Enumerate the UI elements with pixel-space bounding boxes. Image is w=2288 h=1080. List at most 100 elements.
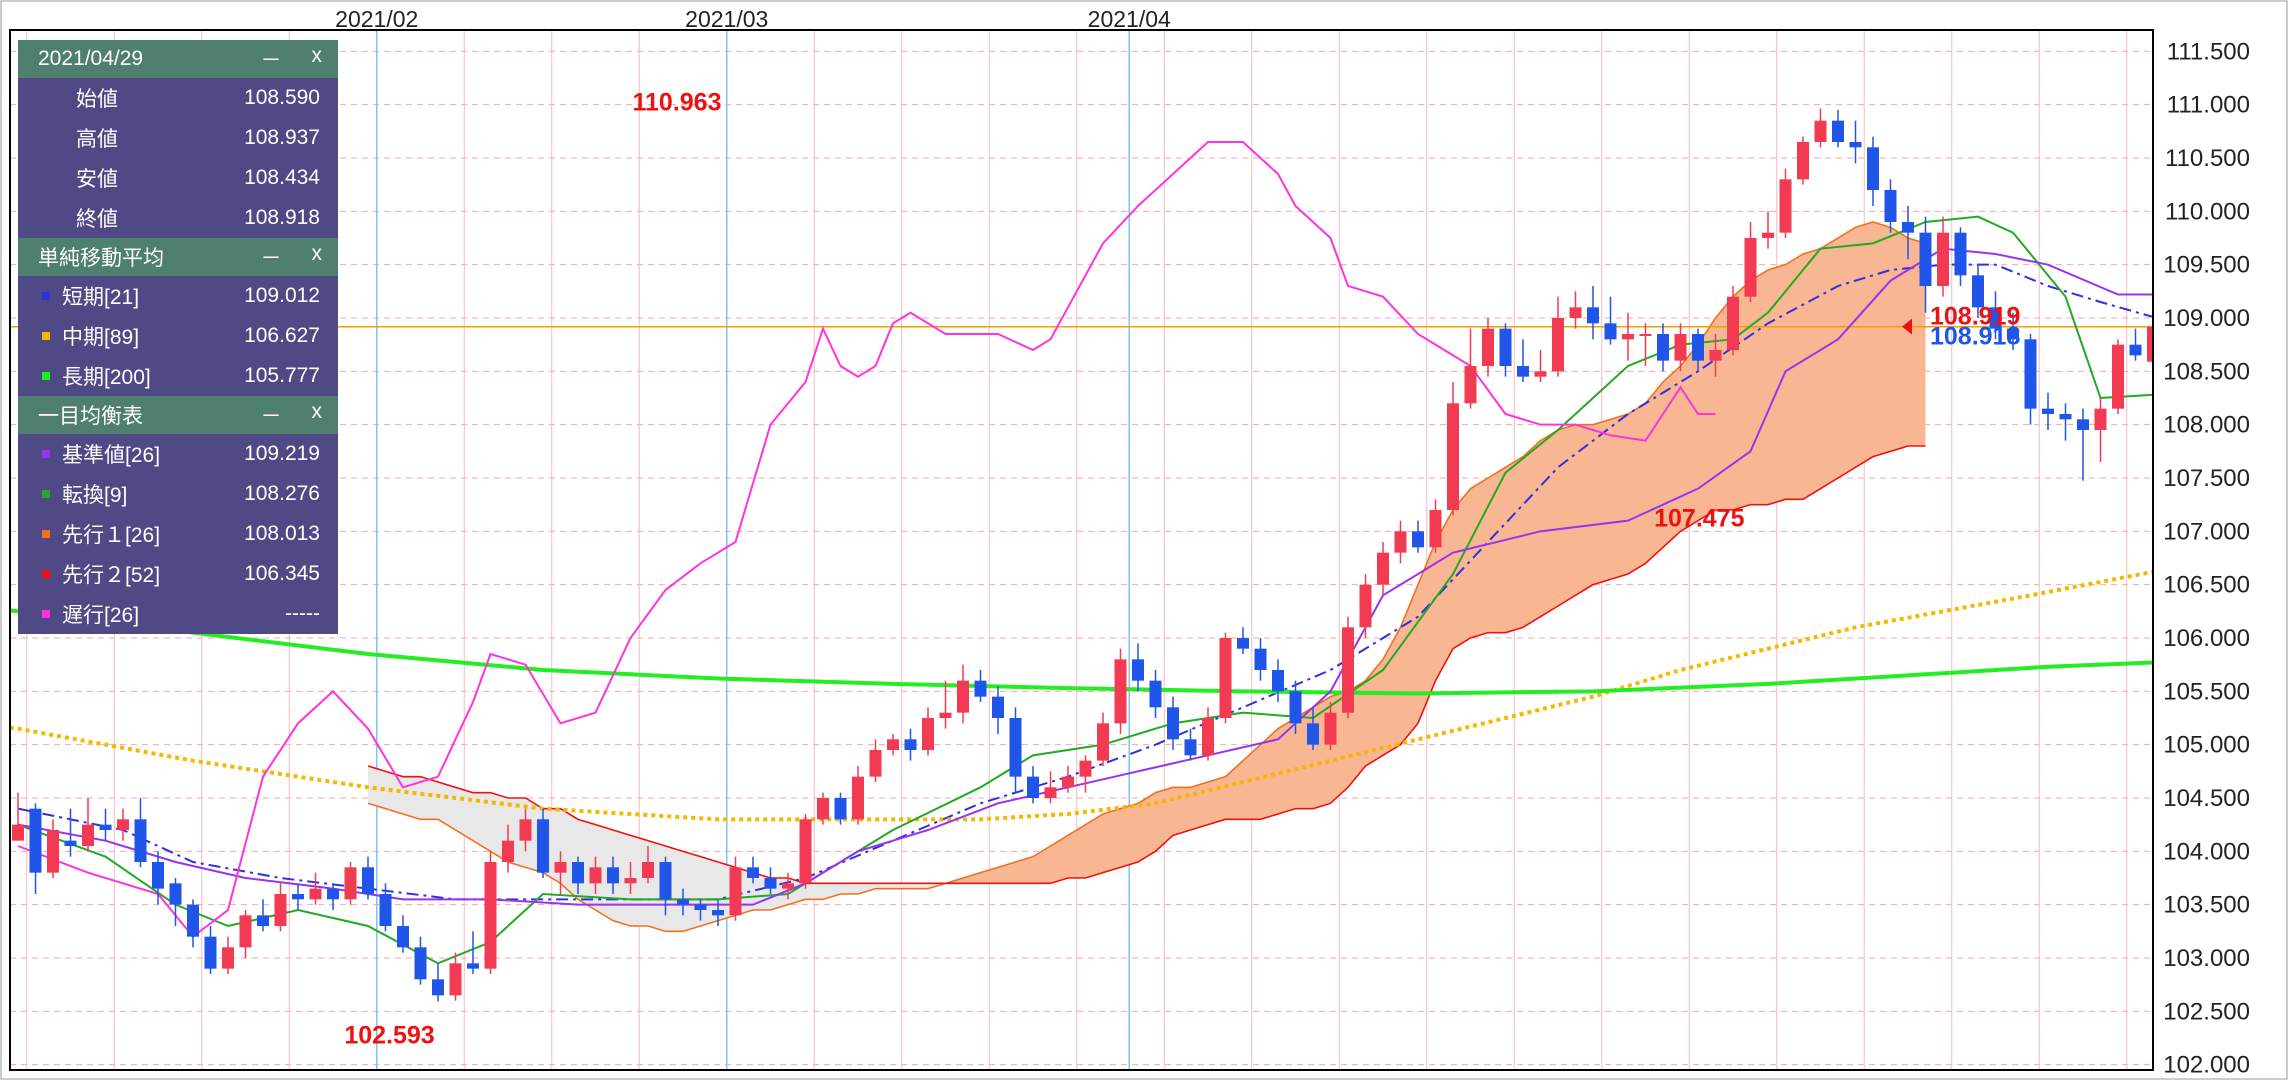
candle-body	[1499, 328, 1512, 366]
kumo-segment	[1120, 803, 1138, 868]
kumo-segment	[1050, 835, 1068, 884]
candle-body	[2077, 419, 2089, 430]
kumo-segment	[438, 782, 456, 830]
candle-body	[764, 878, 777, 889]
kumo-segment	[1698, 318, 1716, 521]
candle-body	[1727, 296, 1739, 350]
candle-body	[274, 894, 287, 926]
kumo-segment	[1628, 403, 1646, 574]
ichimoku-row-senkou1[interactable]: 先行１[26] 108.013	[18, 514, 338, 554]
ohlc-low-value: 108.434	[244, 166, 320, 189]
candle-body	[799, 819, 812, 884]
recent-low-annotation: 107.475	[1654, 505, 1744, 533]
candle-body	[134, 819, 147, 862]
candle-body	[1342, 627, 1354, 713]
kumo-segment	[893, 883, 911, 889]
kumo-segment	[998, 862, 1016, 884]
y-tick-label: 108.500	[2163, 358, 2250, 385]
ichimoku-row-tenkan[interactable]: 転換[9] 108.276	[18, 474, 338, 514]
candle-body	[169, 883, 182, 905]
sma-header[interactable]: 単純移動平均 － x	[18, 238, 338, 276]
ohlc-header[interactable]: 2021/04/29 － x	[18, 40, 338, 78]
y-tick-label: 105.000	[2163, 732, 2250, 759]
kumo-segment	[1680, 344, 1698, 532]
y-tick-label: 110.500	[2165, 145, 2250, 172]
candle-body	[1972, 275, 1984, 308]
y-tick-label: 103.000	[2163, 945, 2250, 972]
month-label: 2021/02	[335, 6, 418, 32]
kumo-segment	[683, 851, 701, 932]
kumo-segment	[1908, 238, 1926, 446]
candle-body	[694, 904, 707, 910]
ohlc-minimize-button[interactable]: －	[260, 49, 282, 72]
candle-body	[449, 963, 462, 996]
candle-body	[1254, 648, 1267, 670]
ohlc-low-label: 安値	[76, 168, 118, 191]
legend-swatch-mid-ma	[42, 332, 50, 340]
ichimoku-row-chikou[interactable]: 遅行[26] -----	[18, 594, 338, 634]
kumo-segment	[1225, 760, 1243, 820]
candle-body	[1447, 403, 1459, 510]
candle-body	[1377, 552, 1389, 585]
candle-body	[1779, 179, 1792, 233]
sma-mid-value: 106.627	[244, 324, 320, 347]
ask-price-annotation: 108.918	[1930, 323, 2020, 351]
candle-body	[502, 840, 514, 862]
kumo-segment	[1890, 227, 1908, 452]
sma-row-mid[interactable]: 中期[89] 106.627	[18, 316, 338, 356]
candle-body	[992, 696, 1004, 718]
sma-mid-label: 中期[89]	[62, 326, 140, 349]
kumo-segment	[1540, 430, 1558, 617]
kumo-segment	[1173, 787, 1191, 836]
month-label: 2021/03	[685, 6, 768, 32]
candle-body	[607, 867, 619, 884]
ichimoku-senkou2-value: 106.345	[244, 562, 320, 585]
plot-area	[10, 30, 2153, 1070]
sma-row-short[interactable]: 短期[21] 109.012	[18, 276, 338, 316]
ohlc-close-value: 108.918	[244, 206, 320, 229]
candle-body	[1079, 760, 1092, 777]
kumo-segment	[1645, 382, 1663, 564]
candle-body	[537, 819, 549, 873]
candle-body	[1219, 638, 1232, 718]
candle-body	[1027, 776, 1039, 798]
ichimoku-kijun-label: 基準値[26]	[62, 444, 161, 467]
candle-body	[589, 867, 602, 884]
sma-minimize-button[interactable]: －	[260, 247, 282, 270]
candle-body	[572, 862, 584, 884]
ichimoku-close-button[interactable]: x	[311, 400, 323, 423]
kumo-segment	[1138, 792, 1156, 862]
candle-body	[362, 867, 374, 894]
y-tick-label: 106.500	[2163, 572, 2250, 599]
sma-close-button[interactable]: x	[311, 242, 323, 265]
low-annotation: 102.593	[344, 1021, 434, 1049]
candle-body	[1902, 222, 1914, 233]
indicator-line	[10, 569, 2153, 822]
kumo-segment	[963, 872, 981, 884]
candle-body	[344, 867, 357, 900]
candle-body	[1814, 120, 1827, 142]
ichimoku-minimize-button[interactable]: －	[260, 405, 282, 428]
candle-body	[1937, 232, 1949, 286]
kumo-segment	[630, 835, 648, 926]
ohlc-row-open: 始値 108.590	[18, 78, 338, 118]
candle-body	[1954, 232, 1967, 276]
ichimoku-kijun-value: 109.219	[244, 442, 320, 465]
kumo-segment	[1558, 424, 1576, 606]
ichimoku-header[interactable]: 一目均衡表 － x	[18, 396, 338, 434]
ichimoku-row-senkou2[interactable]: 先行２[52] 106.345	[18, 554, 338, 594]
candle-body	[239, 915, 252, 948]
kumo-segment	[1768, 264, 1786, 505]
ichimoku-row-kijun[interactable]: 基準値[26] 109.219	[18, 434, 338, 474]
kumo-segment	[420, 776, 438, 820]
ohlc-open-label: 始値	[76, 88, 118, 111]
kumo-segment	[1260, 728, 1278, 820]
kumo-segment	[578, 819, 596, 910]
sma-short-value: 109.012	[244, 284, 320, 307]
ohlc-close-button[interactable]: x	[311, 44, 323, 67]
sma-row-long[interactable]: 長期[200] 105.777	[18, 356, 338, 396]
kumo-segment	[1365, 659, 1383, 766]
kumo-segment	[385, 771, 403, 814]
